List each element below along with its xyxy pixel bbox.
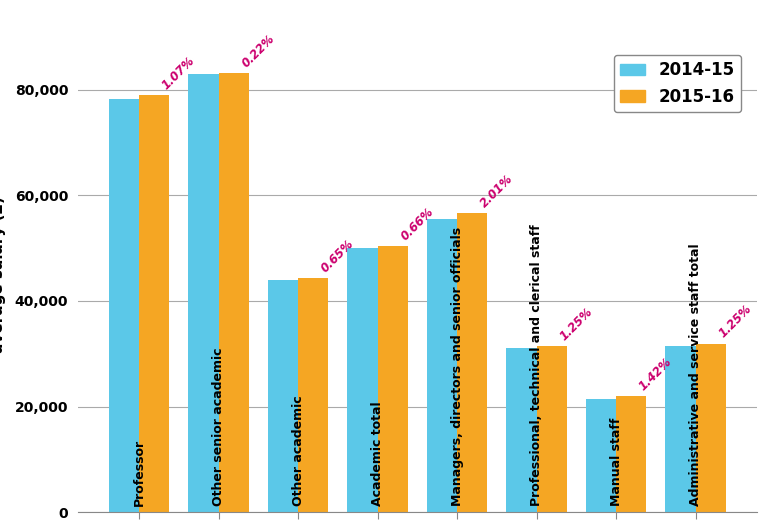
Text: 2.01%: 2.01% [477, 172, 516, 210]
Bar [616, 396, 647, 512]
Bar [139, 95, 169, 512]
Text: Other senior academic: Other senior academic [212, 347, 225, 506]
Text: 0.66%: 0.66% [399, 205, 436, 243]
Text: 0.65%: 0.65% [319, 237, 356, 275]
Legend: 2014-15, 2015-16: 2014-15, 2015-16 [614, 55, 742, 112]
Bar [218, 73, 249, 512]
Text: 1.25%: 1.25% [716, 303, 754, 341]
Text: 0.22%: 0.22% [239, 32, 277, 70]
Bar [268, 280, 298, 512]
Bar [665, 346, 696, 512]
Bar [696, 344, 725, 512]
Bar [506, 348, 537, 512]
Bar [109, 99, 139, 512]
Text: Manual staff: Manual staff [609, 418, 622, 506]
Text: Other academic: Other academic [292, 395, 304, 506]
Bar [378, 247, 408, 512]
Bar [347, 248, 378, 512]
Bar [298, 278, 328, 512]
Text: 1.07%: 1.07% [160, 54, 197, 92]
Text: Professional, technical and clerical staff: Professional, technical and clerical sta… [530, 224, 543, 506]
Y-axis label: average salary (£): average salary (£) [0, 196, 6, 353]
Text: Administrative and service staff total: Administrative and service staff total [689, 243, 702, 506]
Bar [457, 213, 488, 512]
Bar [188, 74, 218, 512]
Bar [537, 346, 567, 512]
Text: Academic total: Academic total [371, 401, 384, 506]
Text: 1.25%: 1.25% [557, 305, 595, 343]
Bar [427, 219, 457, 512]
Text: Professor: Professor [133, 439, 146, 506]
Text: 1.42%: 1.42% [636, 355, 675, 393]
Bar [586, 399, 616, 512]
Text: Managers, directors and senior officials: Managers, directors and senior officials [451, 227, 463, 506]
